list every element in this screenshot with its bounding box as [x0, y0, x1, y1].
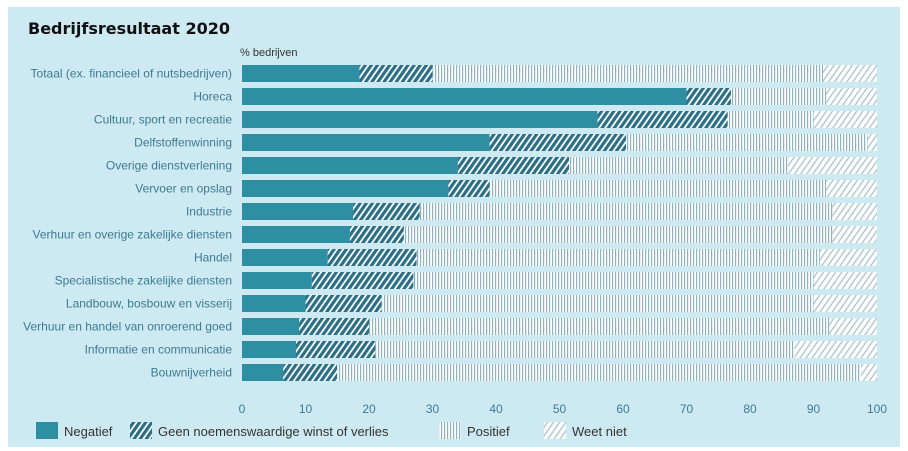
bar-segment-vertical-lines	[381, 295, 814, 312]
bar-segment-hatch-dense	[299, 318, 369, 335]
category-labels: Totaal (ex. financieel of nutsbedrijven)…	[23, 67, 232, 380]
x-tick-label: 90	[807, 402, 821, 416]
bar-segment-vertical-lines	[569, 157, 789, 174]
bars	[242, 65, 877, 381]
x-tick-label: 30	[426, 402, 440, 416]
bar-segment-vertical-lines	[489, 180, 827, 197]
bar-segment-hatch-light	[832, 203, 877, 220]
x-tick-label: 10	[299, 402, 313, 416]
bar-segment-solid	[242, 226, 350, 243]
bar-segment-solid	[242, 249, 328, 266]
bar-segment-solid	[242, 295, 306, 312]
bar-segment-hatch-light	[829, 318, 877, 335]
bar-segment-hatch-dense	[349, 226, 404, 243]
category-label: Bouwnijverheid	[151, 366, 232, 380]
bar-segment-vertical-lines	[432, 65, 824, 82]
x-tick-label: 0	[239, 402, 246, 416]
legend-swatch	[544, 422, 566, 439]
x-axis-ticks: 0 10 20 30 40 50 60 70 80 90 100	[239, 402, 888, 416]
bar-segment-vertical-lines	[419, 203, 833, 220]
bar-segment-hatch-light	[861, 364, 877, 381]
unit-label: % bedrijven	[240, 47, 297, 59]
category-label: Horeca	[193, 90, 232, 104]
bar-segment-vertical-lines	[337, 364, 862, 381]
bar-segment-hatch-dense	[597, 111, 728, 128]
bar-segment-solid	[242, 318, 300, 335]
x-tick-label: 60	[616, 402, 630, 416]
bar-segment-hatch-light	[788, 157, 877, 174]
bar-segment-solid	[242, 364, 284, 381]
bar-segment-solid	[242, 341, 296, 358]
bar-segment-hatch-light	[813, 295, 877, 312]
legend: Negatief Geen noemenswaardige winst of ve…	[36, 422, 627, 439]
bar-segment-hatch-dense	[686, 88, 731, 105]
category-label: Verhuur en handel van onroerend goed	[23, 320, 232, 334]
x-tick-label: 100	[867, 402, 887, 416]
category-label: Cultuur, sport en recreatie	[94, 113, 232, 127]
bar-segment-solid	[242, 180, 449, 197]
bar-segment-hatch-dense	[311, 272, 414, 289]
x-tick-label: 70	[680, 402, 694, 416]
x-tick-label: 40	[489, 402, 503, 416]
bar-segment-hatch-dense	[359, 65, 433, 82]
bar-segment-vertical-lines	[375, 341, 795, 358]
bar-segment-vertical-lines	[727, 111, 814, 128]
bar-segment-hatch-light	[794, 341, 877, 358]
bar-segment-hatch-light	[826, 180, 877, 197]
bar-segment-vertical-lines	[416, 249, 820, 266]
bar-segment-solid	[242, 88, 687, 105]
bar-segment-hatch-light	[823, 65, 877, 82]
x-tick-label: 50	[553, 402, 567, 416]
category-label: Landbouw, bosbouw en visserij	[66, 297, 232, 311]
category-label: Informatie en communicatie	[85, 343, 233, 357]
bar-segment-vertical-lines	[369, 318, 830, 335]
chart-title: Bedrijfsresultaat 2020	[28, 19, 230, 38]
bar-segment-hatch-dense	[448, 180, 490, 197]
bar-segment-hatch-dense	[283, 364, 338, 381]
bar-segment-vertical-lines	[403, 226, 833, 243]
bar-segment-hatch-light	[819, 249, 877, 266]
category-label: Industrie	[186, 205, 232, 219]
bar-segment-hatch-light	[813, 111, 877, 128]
legend-swatch	[130, 422, 152, 439]
bar-segment-solid	[242, 272, 312, 289]
category-label: Overige dienstverlening	[106, 159, 232, 173]
bar-segment-solid	[242, 203, 354, 220]
category-label: Verhuur en overige zakelijke diensten	[33, 228, 232, 242]
legend-label: Geen noemenswaardige winst of verlies	[158, 424, 389, 439]
bar-segment-vertical-lines	[413, 272, 814, 289]
bar-segment-hatch-light	[826, 88, 877, 105]
bar-segment-hatch-light	[832, 226, 877, 243]
bar-segment-hatch-dense	[305, 295, 382, 312]
legend-swatch	[439, 422, 461, 439]
bar-segment-hatch-dense	[327, 249, 417, 266]
bar-segment-hatch-light	[813, 272, 877, 289]
x-tick-label: 80	[743, 402, 757, 416]
bar-segment-hatch-light	[867, 134, 877, 151]
category-label: Handel	[194, 251, 232, 265]
bar-segment-hatch-dense	[489, 134, 627, 151]
bar-segment-hatch-dense	[295, 341, 376, 358]
bar-segment-solid	[242, 134, 490, 151]
bar-segment-hatch-dense	[457, 157, 570, 174]
bar-segment-vertical-lines	[730, 88, 827, 105]
legend-label: Weet niet	[572, 424, 627, 439]
category-label: Delfstoffenwinning	[134, 136, 232, 150]
category-label: Totaal (ex. financieel of nutsbedrijven)	[31, 67, 232, 81]
category-label: Specialistische zakelijke diensten	[55, 274, 232, 288]
category-label: Vervoer en opslag	[135, 182, 232, 196]
bar-segment-hatch-dense	[353, 203, 420, 220]
legend-swatch	[36, 422, 58, 439]
bar-segment-solid	[242, 65, 360, 82]
bar-segment-solid	[242, 157, 458, 174]
bar-segment-vertical-lines	[626, 134, 868, 151]
bar-segment-solid	[242, 111, 598, 128]
x-tick-label: 20	[362, 402, 376, 416]
legend-label: Negatief	[64, 424, 113, 439]
legend-label: Positief	[467, 424, 510, 439]
